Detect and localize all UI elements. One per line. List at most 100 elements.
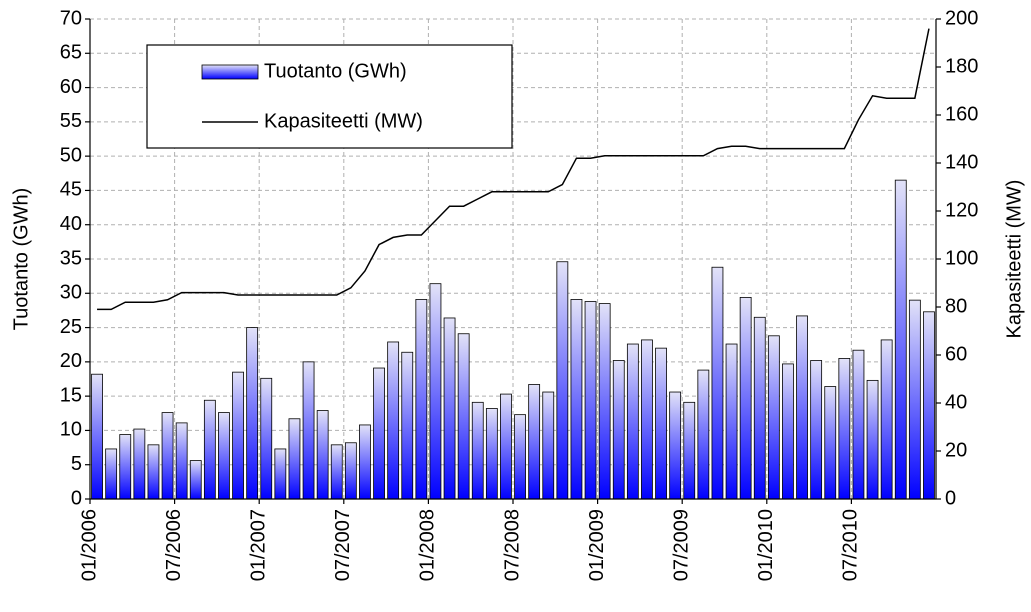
- lines: [97, 28, 930, 311]
- bar: [161, 412, 174, 500]
- bar: [330, 444, 343, 500]
- bar: [641, 339, 653, 500]
- bar: [232, 371, 244, 500]
- bar: [542, 391, 555, 500]
- bar: [189, 460, 202, 500]
- bar: [246, 327, 259, 500]
- y2-tick-label: 120: [945, 199, 978, 221]
- bar: [175, 422, 188, 500]
- x-tick-label: 01/2006: [78, 509, 100, 581]
- bar: [880, 339, 893, 500]
- bar: [288, 418, 301, 500]
- bar: [908, 299, 921, 500]
- x-tick-label: 07/2009: [670, 509, 692, 581]
- x-tick-label: 07/2008: [501, 509, 523, 581]
- bar: [457, 333, 470, 500]
- legend-box: [146, 44, 513, 149]
- y-tick-label: 45: [60, 179, 82, 201]
- bar: [274, 448, 287, 500]
- bar: [923, 311, 935, 500]
- bar: [316, 410, 329, 500]
- y2-tick-label: 100: [945, 247, 978, 269]
- bar: [203, 399, 216, 500]
- legend-swatch: [201, 64, 259, 80]
- bar: [598, 303, 611, 500]
- y2-tick-label: 60: [945, 343, 967, 365]
- y-axis-title: Tuotanto (GWh): [10, 188, 32, 331]
- y-tick-label: 40: [60, 213, 82, 235]
- y2-tick-label: 40: [945, 391, 967, 413]
- bar: [866, 379, 879, 500]
- bar: [796, 315, 808, 500]
- bar: [782, 363, 794, 500]
- bars: [91, 179, 935, 500]
- bar: [105, 448, 118, 500]
- legend-label: Tuotanto (GWh): [264, 60, 407, 82]
- bar: [711, 266, 724, 500]
- bar: [612, 360, 625, 500]
- bar: [387, 341, 400, 500]
- x-tick-label: 01/2009: [586, 509, 608, 581]
- bar: [471, 401, 484, 500]
- legend: Tuotanto (GWh) Kapasiteetti (MW): [146, 44, 513, 149]
- line: [97, 28, 930, 311]
- bar: [401, 351, 414, 500]
- bar: [302, 361, 315, 500]
- bar: [753, 316, 766, 500]
- axes: 0 5 10 15 20 25 30 35 40 45 50 55 60 65 70 0 20 40 60 80 100…: [60, 7, 979, 581]
- y2-tick-label: 140: [945, 151, 978, 173]
- bar: [556, 261, 569, 500]
- y-tick-label: 70: [60, 7, 82, 29]
- x-tick-label: 07/2010: [840, 509, 862, 581]
- bar: [147, 444, 160, 500]
- bar: [838, 358, 851, 500]
- y2-tick-label: 180: [945, 55, 978, 77]
- y2-tick-label: 200: [945, 7, 978, 29]
- bar: [528, 384, 541, 500]
- y2-tick-label: 0: [945, 487, 956, 509]
- bar: [415, 299, 428, 500]
- legend-label: Kapasiteetti (MW): [264, 110, 423, 132]
- y-tick-label: 0: [71, 487, 82, 509]
- x-tick-label: 07/2006: [163, 509, 185, 581]
- bar: [739, 296, 752, 500]
- bar: [894, 179, 907, 500]
- bar: [218, 412, 230, 500]
- y-tick-label: 25: [60, 316, 82, 338]
- bar: [91, 373, 103, 500]
- bar: [514, 414, 526, 500]
- bar: [260, 377, 273, 500]
- bar: [669, 391, 682, 500]
- bar: [429, 283, 442, 500]
- y2-tick-label: 160: [945, 103, 978, 125]
- bar: [485, 408, 498, 500]
- bar: [810, 360, 823, 500]
- bar: [824, 386, 837, 500]
- bar: [725, 343, 738, 500]
- x-tick-label: 07/2007: [332, 509, 354, 581]
- y-tick-label: 65: [60, 42, 82, 64]
- bar: [852, 349, 865, 500]
- bar: [655, 347, 667, 500]
- bar: [500, 393, 512, 500]
- y-tick-label: 20: [60, 350, 82, 372]
- y-tick-label: 10: [60, 419, 82, 441]
- y-tick-label: 15: [60, 384, 82, 406]
- bar: [344, 442, 357, 500]
- bar: [133, 428, 146, 500]
- y-tick-label: 5: [71, 453, 82, 475]
- x-tick-label: 01/2010: [755, 509, 777, 581]
- y2-tick-label: 80: [945, 295, 967, 317]
- y2-tick-label: 20: [945, 439, 967, 461]
- y2-axis-title: Kapasiteetti (MW): [1003, 180, 1025, 339]
- y-tick-label: 30: [60, 282, 82, 304]
- bar: [373, 367, 385, 500]
- bar: [570, 299, 583, 500]
- bar: [697, 369, 710, 500]
- bar: [443, 317, 456, 500]
- bar: [119, 434, 132, 500]
- y-tick-label: 35: [60, 247, 82, 269]
- bar: [359, 424, 371, 500]
